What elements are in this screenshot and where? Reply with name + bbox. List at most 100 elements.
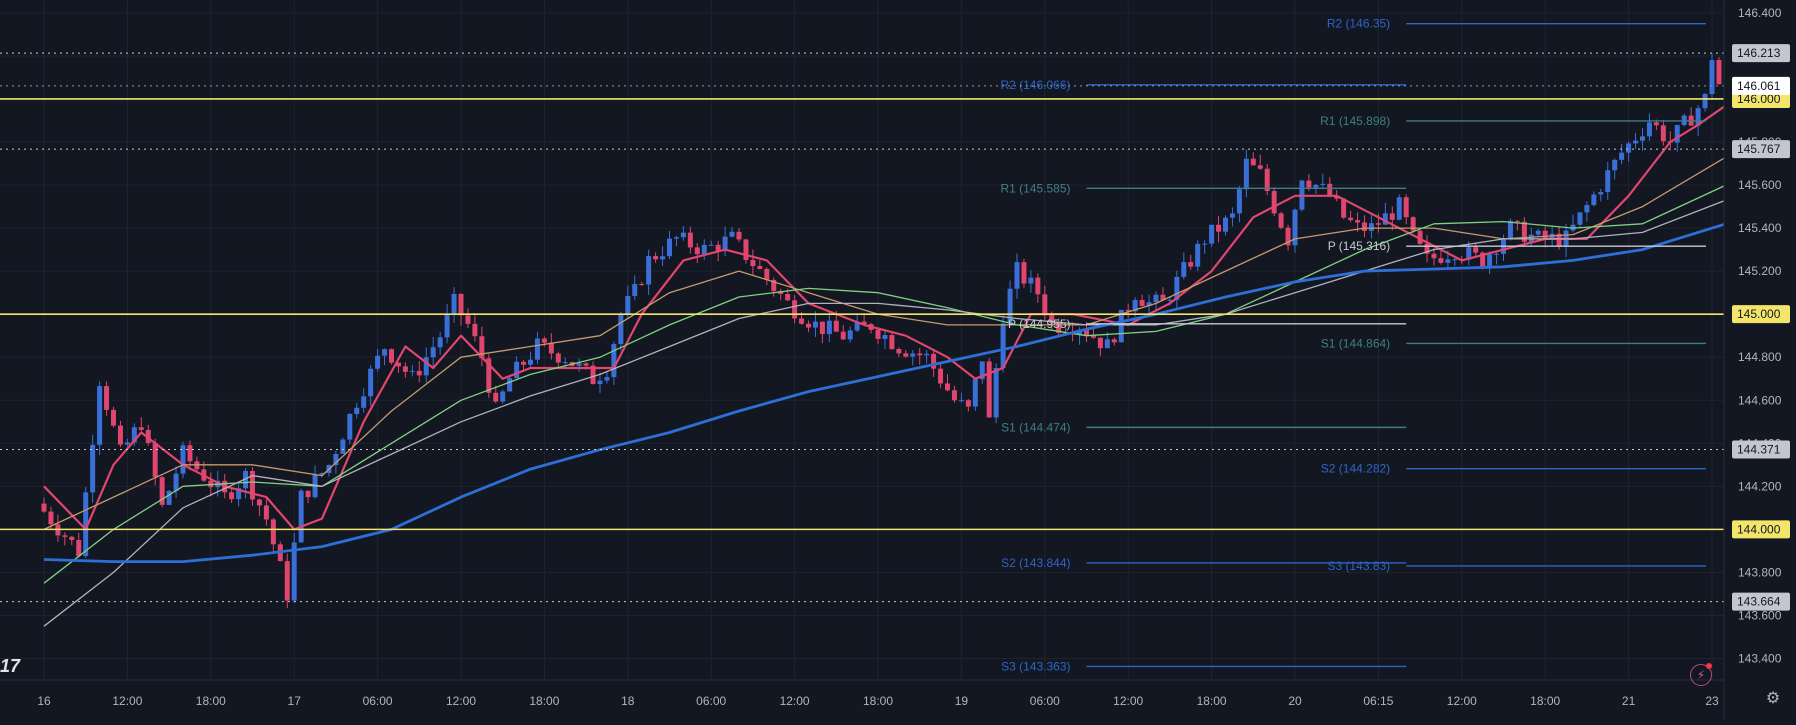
candle-body xyxy=(819,321,825,335)
candle-body xyxy=(1090,335,1096,338)
candle-body xyxy=(1334,195,1340,199)
candle-body xyxy=(938,368,944,384)
candle-body xyxy=(389,349,394,363)
candle-body xyxy=(931,353,937,369)
candle-body xyxy=(1111,339,1117,343)
candle-body xyxy=(493,392,499,402)
price-tick-label: 143.800 xyxy=(1738,565,1782,579)
candle-body xyxy=(812,321,818,328)
candle-body xyxy=(368,368,374,397)
candle-body xyxy=(1653,122,1659,126)
candle-body xyxy=(402,366,408,372)
candle-body xyxy=(646,256,652,285)
candle-body xyxy=(604,377,610,381)
time-tick-label: 23 xyxy=(1705,694,1719,708)
candle-body xyxy=(1674,125,1680,143)
candle-body xyxy=(757,266,763,269)
candle-body xyxy=(382,349,388,356)
candle-body xyxy=(187,445,193,462)
candle-body xyxy=(131,427,137,443)
gear-icon[interactable]: ⚙ xyxy=(1765,690,1781,707)
time-tick-label: 06:15 xyxy=(1363,694,1393,708)
candle-body xyxy=(472,323,478,337)
candle-body xyxy=(1709,60,1715,95)
candle-body xyxy=(945,383,950,391)
candle-body xyxy=(1236,189,1242,214)
candle-body xyxy=(486,358,492,393)
candle-body xyxy=(305,490,311,498)
candle-body xyxy=(319,472,325,475)
candle-body xyxy=(1042,294,1048,316)
candle-body xyxy=(611,344,617,378)
time-tick-label: 06:00 xyxy=(363,694,393,708)
pivot-label: R2 (146.35) xyxy=(1327,17,1390,31)
candle-body xyxy=(833,320,839,332)
candle-body xyxy=(1264,168,1270,192)
candle-body xyxy=(1584,205,1590,213)
candle-body xyxy=(1285,227,1291,246)
candle-body xyxy=(375,355,381,369)
candle-body xyxy=(1306,180,1312,188)
candle-body xyxy=(1716,60,1722,85)
candle-body xyxy=(437,337,443,348)
candle-body xyxy=(1097,337,1103,349)
candle-body xyxy=(1702,94,1708,109)
time-tick-label: 19 xyxy=(955,694,969,708)
time-tick-label: 12:00 xyxy=(446,694,476,708)
pivot-label: R1 (145.898) xyxy=(1320,114,1390,128)
candle-body xyxy=(76,539,82,557)
pivot-label: S1 (144.864) xyxy=(1321,336,1390,350)
candle-body xyxy=(1153,294,1159,303)
candle-body xyxy=(423,357,429,376)
candle-body xyxy=(1591,194,1597,206)
candle-body xyxy=(583,363,589,366)
candle-body xyxy=(1355,220,1361,223)
candle-body xyxy=(1605,170,1611,193)
candle-body xyxy=(395,362,401,367)
candle-body xyxy=(1229,213,1235,218)
candle-body xyxy=(1633,140,1639,144)
candle-body xyxy=(465,315,471,324)
candle-body xyxy=(1250,158,1256,166)
candle-body xyxy=(291,542,297,601)
candle-body xyxy=(1278,213,1284,228)
candle-body xyxy=(632,284,638,296)
candle-body xyxy=(256,499,262,506)
candle-body xyxy=(1410,217,1416,231)
candle-body xyxy=(1118,309,1124,343)
moving-average-line xyxy=(43,199,1727,627)
time-tick-label: 16 xyxy=(37,694,51,708)
candle-body xyxy=(1660,125,1666,142)
brand-logo: 17 xyxy=(0,656,21,676)
candle-body xyxy=(1445,259,1451,263)
candle-body xyxy=(1619,152,1625,160)
candle-body xyxy=(1646,122,1652,137)
candle-body xyxy=(138,427,144,430)
candle-body xyxy=(1598,192,1604,195)
lightning-icon[interactable]: ⚡ xyxy=(1690,664,1712,686)
candle-body xyxy=(1556,233,1562,247)
candle-body xyxy=(1507,220,1513,239)
candle-body xyxy=(673,237,679,239)
price-tick-label: 145.400 xyxy=(1738,221,1782,235)
key-level-tag: 144.000 xyxy=(1737,522,1781,536)
candle-body xyxy=(1181,262,1187,277)
candle-body xyxy=(965,400,971,407)
time-tick-label: 21 xyxy=(1622,694,1636,708)
candle-body xyxy=(1389,213,1395,220)
candle-body xyxy=(541,338,547,343)
candle-body xyxy=(694,247,700,255)
candle-body xyxy=(1438,258,1444,263)
candle-body xyxy=(882,335,888,339)
candle-body xyxy=(1640,136,1645,141)
candle-body xyxy=(458,293,464,316)
price-tick-label: 144.200 xyxy=(1738,479,1782,493)
candle-body xyxy=(903,353,909,357)
candle-body xyxy=(1139,300,1145,306)
price-tick-label: 143.600 xyxy=(1738,608,1782,622)
candle-body xyxy=(660,256,666,260)
candle-body xyxy=(1056,323,1062,333)
price-tick-label: 146.400 xyxy=(1738,6,1782,20)
